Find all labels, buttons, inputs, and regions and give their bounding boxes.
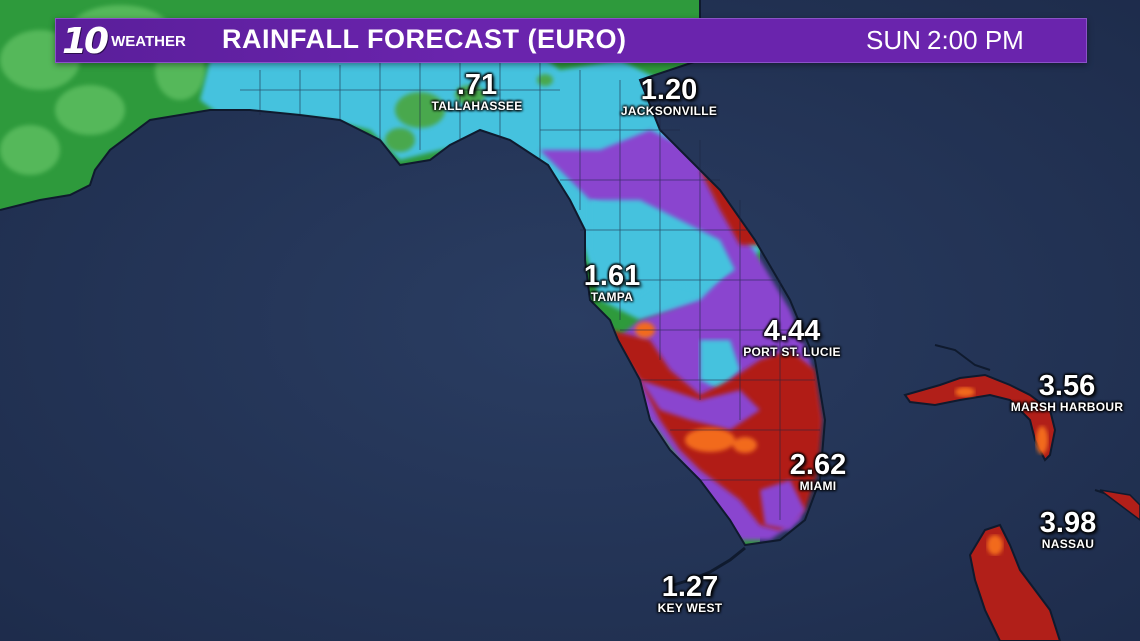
forecast-time: 2:00 PM [927, 25, 1024, 55]
city-name: PORT ST. LUCIE [743, 345, 841, 359]
station-logo: 10 WEATHER [62, 20, 186, 62]
city-name: MIAMI [799, 479, 837, 493]
city-name: TALLAHASSEE [431, 99, 523, 113]
city-label-miami: 2.62 MIAMI [790, 450, 846, 493]
rain-cyan-central [590, 200, 735, 300]
grand-bahama-outline [934, 344, 991, 371]
city-label-tallahassee: .71 TALLAHASSEE [431, 70, 522, 113]
logo-number: 10 [62, 20, 109, 62]
city-name: NASSAU [1041, 537, 1095, 551]
logo-word: WEATHER [111, 32, 186, 50]
rainfall-value: 4.44 [763, 315, 821, 347]
city-label-tampa: 1.61 TAMPA [584, 261, 640, 304]
header-banner: 10 WEATHER RAINFALL FORECAST (EURO) SUN … [55, 18, 1087, 63]
city-label-nassau: 3.98 NASSAU [1040, 508, 1096, 551]
rainfall-value: 3.56 [1038, 370, 1096, 402]
rainfall-value: 1.27 [661, 571, 719, 603]
city-name: KEY WEST [657, 601, 723, 615]
abaco-island [903, 373, 1057, 462]
city-label-port-st-lucie: 4.44 PORT ST. LUCIE [743, 316, 841, 359]
andros-island [968, 523, 1062, 641]
rainfall-value: .71 [456, 69, 498, 101]
coastline [0, 0, 827, 547]
city-name: TAMPA [590, 290, 634, 304]
county-lines [240, 55, 820, 520]
rainfall-value: 1.61 [583, 260, 641, 292]
city-name: MARSH HARBOUR [1010, 400, 1124, 414]
forecast-day: SUN [866, 25, 921, 55]
rainfall-value: 1.20 [640, 74, 698, 106]
map-title: RAINFALL FORECAST (EURO) [222, 24, 627, 54]
rainfall-value: 3.98 [1039, 507, 1097, 539]
city-label-jacksonville: 1.20 JACKSONVILLE [621, 75, 717, 118]
city-name: JACKSONVILLE [620, 104, 718, 118]
florida-keys [669, 546, 746, 588]
city-label-marsh-harbour: 3.56 MARSH HARBOUR [1011, 371, 1124, 414]
city-label-key-west: 1.27 KEY WEST [658, 572, 723, 615]
rainfall-value: 2.62 [789, 449, 847, 481]
